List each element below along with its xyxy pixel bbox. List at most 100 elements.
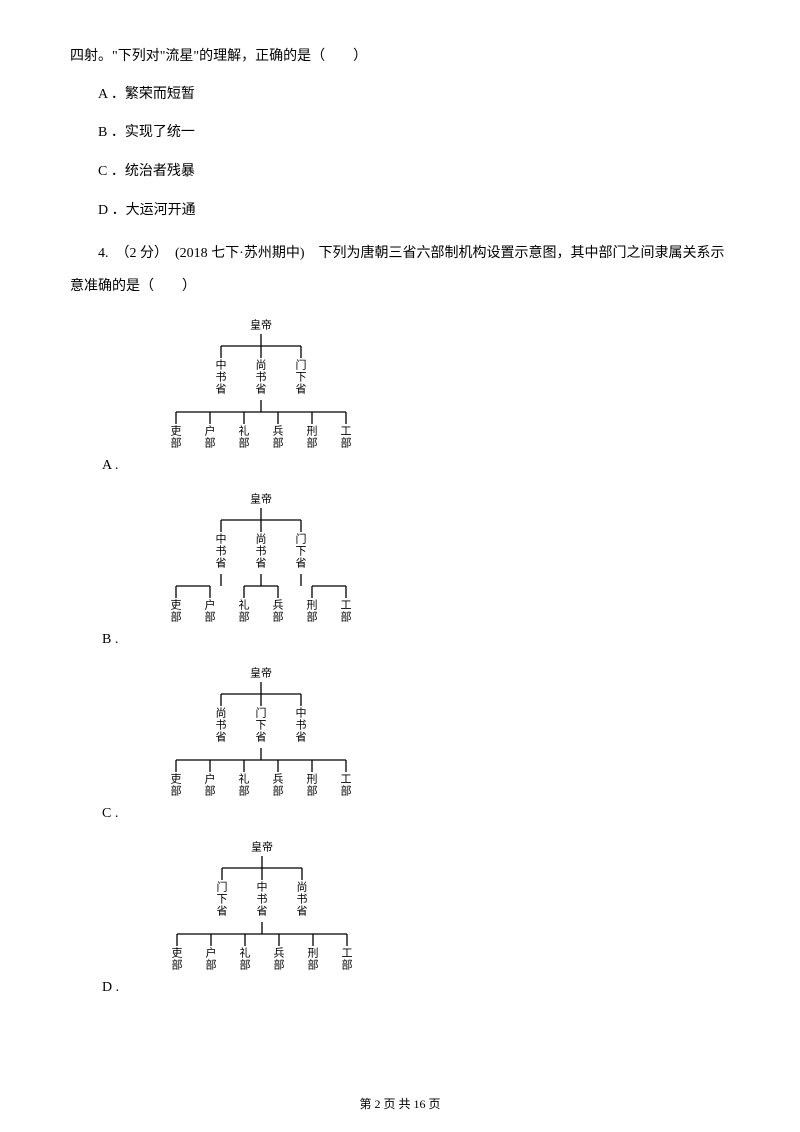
svg-text:部: 部: [239, 784, 250, 798]
svg-text:户: 户: [206, 946, 217, 960]
svg-text:下: 下: [296, 372, 307, 384]
svg-text:部: 部: [273, 610, 284, 624]
q4-label-a: A .: [102, 458, 118, 480]
svg-text:部: 部: [341, 784, 352, 798]
svg-text:门: 门: [296, 358, 307, 372]
q3-stem-cont: 四射。"下列对"流星"的理解，正确的是（ ）: [70, 40, 730, 74]
svg-text:中: 中: [296, 707, 307, 720]
svg-text:省: 省: [216, 557, 227, 570]
q4-option-c-row: C . 皇帝尚书省门下省中书省吏部户部礼部兵部刑部工部: [102, 658, 730, 828]
svg-text:刑: 刑: [307, 599, 318, 612]
q4-option-a-row: A . 皇帝中书省尚书省门下省吏部户部礼部兵部刑部工部: [102, 310, 730, 480]
svg-text:部: 部: [341, 436, 352, 450]
svg-text:部: 部: [308, 958, 319, 972]
svg-text:皇帝: 皇帝: [250, 318, 272, 332]
svg-text:部: 部: [307, 436, 318, 450]
diagram-d: 皇帝门下省中书省尚书省吏部户部礼部兵部刑部工部: [127, 832, 397, 1002]
svg-text:省: 省: [216, 731, 227, 744]
svg-text:书: 书: [216, 545, 227, 558]
q4-label-d: D .: [102, 980, 119, 1002]
svg-text:工: 工: [341, 774, 352, 786]
svg-text:部: 部: [307, 610, 318, 624]
q3-option-b-text: 实现了统一: [125, 125, 195, 140]
svg-text:工: 工: [341, 426, 352, 438]
q3-option-c-text: 统治者残暴: [125, 164, 195, 179]
svg-text:中: 中: [257, 881, 268, 894]
svg-text:门: 门: [256, 706, 267, 720]
svg-text:书: 书: [216, 719, 227, 732]
svg-text:省: 省: [296, 383, 307, 396]
svg-text:皇帝: 皇帝: [251, 840, 273, 854]
svg-text:尚: 尚: [297, 880, 308, 894]
svg-text:部: 部: [274, 958, 285, 972]
diagram-a: 皇帝中书省尚书省门下省吏部户部礼部兵部刑部工部: [126, 310, 396, 480]
q4-label-c: C .: [102, 806, 118, 828]
svg-text:工: 工: [341, 600, 352, 612]
svg-text:书: 书: [216, 371, 227, 384]
svg-text:户: 户: [205, 598, 216, 612]
q3-option-a-text: 繁荣而短暂: [125, 87, 195, 102]
svg-text:部: 部: [205, 436, 216, 450]
svg-text:工: 工: [342, 948, 353, 960]
svg-text:部: 部: [341, 610, 352, 624]
svg-text:礼: 礼: [239, 772, 250, 786]
q3-option-c: C ．统治者残暴: [98, 157, 730, 188]
q3-option-b: B ．实现了统一: [98, 118, 730, 149]
svg-text:部: 部: [273, 784, 284, 798]
svg-text:部: 部: [171, 784, 182, 798]
svg-text:部: 部: [307, 784, 318, 798]
q4-stem: 4. （2 分） (2018 七下·苏州期中) 下列为唐朝三省六部制机构设置示意…: [70, 237, 730, 304]
svg-text:兵: 兵: [273, 425, 284, 438]
svg-text:礼: 礼: [240, 946, 251, 960]
svg-text:刑: 刑: [308, 947, 319, 960]
svg-text:门: 门: [296, 532, 307, 546]
svg-text:部: 部: [205, 784, 216, 798]
svg-text:部: 部: [239, 436, 250, 450]
svg-text:部: 部: [171, 436, 182, 450]
svg-text:部: 部: [239, 610, 250, 624]
svg-text:皇帝: 皇帝: [250, 492, 272, 506]
svg-text:下: 下: [217, 894, 228, 906]
svg-text:省: 省: [256, 731, 267, 744]
svg-text:兵: 兵: [273, 773, 284, 786]
q3-option-a: A ．繁荣而短暂: [98, 80, 730, 111]
q4-option-d-row: D . 皇帝门下省中书省尚书省吏部户部礼部兵部刑部工部: [102, 832, 730, 1002]
page-footer: 第 2 页 共 16 页: [0, 1095, 800, 1112]
svg-text:省: 省: [296, 557, 307, 570]
svg-text:部: 部: [205, 610, 216, 624]
svg-text:吏: 吏: [172, 947, 183, 960]
svg-text:部: 部: [240, 958, 251, 972]
svg-text:中: 中: [216, 359, 227, 372]
svg-text:部: 部: [172, 958, 183, 972]
svg-text:部: 部: [171, 610, 182, 624]
svg-text:尚: 尚: [256, 358, 267, 372]
svg-text:吏: 吏: [171, 599, 182, 612]
svg-text:皇帝: 皇帝: [250, 666, 272, 680]
svg-text:部: 部: [342, 958, 353, 972]
q4-option-b-row: B . 皇帝中书省尚书省门下省吏部户部礼部兵部刑部工部: [102, 484, 730, 654]
svg-text:书: 书: [256, 545, 267, 558]
svg-text:部: 部: [273, 436, 284, 450]
svg-text:尚: 尚: [256, 532, 267, 546]
svg-text:下: 下: [296, 546, 307, 558]
q3-option-d: D ．大运河开通: [98, 196, 730, 227]
svg-text:部: 部: [206, 958, 217, 972]
svg-text:省: 省: [257, 905, 268, 918]
diagram-c: 皇帝尚书省门下省中书省吏部户部礼部兵部刑部工部: [126, 658, 396, 828]
svg-text:兵: 兵: [274, 947, 285, 960]
svg-text:吏: 吏: [171, 773, 182, 786]
svg-text:刑: 刑: [307, 773, 318, 786]
svg-text:吏: 吏: [171, 425, 182, 438]
svg-text:中: 中: [216, 533, 227, 546]
svg-text:户: 户: [205, 424, 216, 438]
svg-text:刑: 刑: [307, 425, 318, 438]
svg-text:尚: 尚: [216, 706, 227, 720]
q4-label-b: B .: [102, 632, 118, 654]
svg-text:礼: 礼: [239, 424, 250, 438]
svg-text:省: 省: [217, 905, 228, 918]
svg-text:下: 下: [256, 720, 267, 732]
svg-text:书: 书: [257, 893, 268, 906]
svg-text:户: 户: [205, 772, 216, 786]
q3-option-d-text: 大运河开通: [126, 203, 196, 218]
diagram-b: 皇帝中书省尚书省门下省吏部户部礼部兵部刑部工部: [126, 484, 396, 654]
